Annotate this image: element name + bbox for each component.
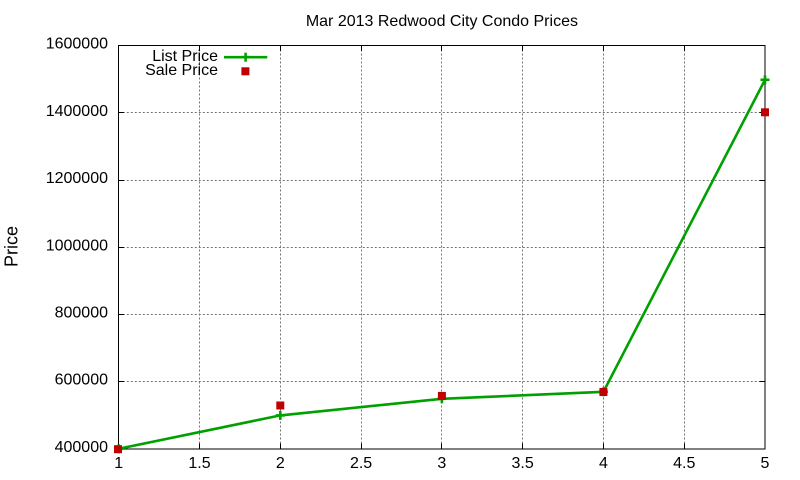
svg-text:4.5: 4.5 [673, 455, 695, 472]
svg-text:800000: 800000 [55, 305, 108, 322]
svg-text:List Price: List Price [152, 48, 218, 65]
svg-text:1.5: 1.5 [188, 455, 210, 472]
svg-text:1000000: 1000000 [46, 237, 108, 254]
svg-text:1400000: 1400000 [46, 103, 108, 120]
svg-text:3: 3 [437, 455, 446, 472]
svg-text:5: 5 [761, 455, 770, 472]
svg-text:3.5: 3.5 [512, 455, 534, 472]
svg-text:400000: 400000 [55, 439, 108, 456]
svg-text:Price: Price [2, 226, 22, 267]
svg-text:2.5: 2.5 [350, 455, 372, 472]
svg-text:4: 4 [599, 455, 608, 472]
svg-text:Sale Price: Sale Price [145, 62, 218, 79]
svg-text:1: 1 [114, 455, 123, 472]
svg-text:2: 2 [276, 455, 285, 472]
svg-text:1600000: 1600000 [46, 36, 108, 53]
svg-text:600000: 600000 [55, 372, 108, 389]
svg-text:1200000: 1200000 [46, 170, 108, 187]
svg-text:Mar 2013 Redwood City Condo Pr: Mar 2013 Redwood City Condo Prices [306, 13, 578, 30]
